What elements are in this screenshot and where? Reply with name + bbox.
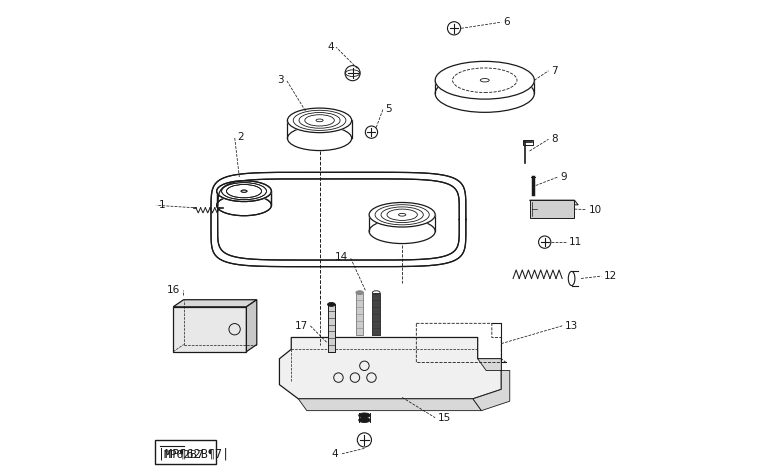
Text: 1: 1	[159, 200, 166, 211]
Text: 15: 15	[438, 413, 451, 423]
Polygon shape	[173, 300, 257, 307]
Text: 14: 14	[334, 252, 348, 262]
Polygon shape	[529, 200, 578, 205]
Text: 2: 2	[237, 132, 244, 142]
Polygon shape	[529, 200, 574, 218]
Ellipse shape	[287, 108, 352, 133]
Text: 4: 4	[327, 42, 334, 52]
Ellipse shape	[568, 271, 575, 286]
Ellipse shape	[369, 202, 435, 227]
Polygon shape	[211, 172, 466, 267]
Text: MP62B7: MP62B7	[164, 449, 204, 460]
Polygon shape	[279, 337, 501, 399]
Text: 3: 3	[278, 75, 284, 85]
Text: 5: 5	[386, 103, 392, 114]
Text: 17: 17	[295, 320, 308, 331]
Text: 6: 6	[504, 17, 511, 27]
Ellipse shape	[356, 291, 363, 295]
Text: 13: 13	[565, 320, 578, 331]
Text: 16: 16	[167, 285, 180, 295]
Text: |MP¶62B¶7|: |MP¶62B¶7|	[158, 447, 229, 460]
Ellipse shape	[217, 181, 272, 202]
Polygon shape	[247, 300, 257, 352]
Ellipse shape	[359, 418, 370, 422]
FancyBboxPatch shape	[327, 304, 335, 352]
Text: 10: 10	[589, 204, 601, 215]
Text: 9: 9	[560, 172, 567, 182]
Ellipse shape	[359, 413, 370, 418]
Text: 11: 11	[569, 237, 582, 247]
FancyBboxPatch shape	[356, 293, 363, 335]
Polygon shape	[298, 399, 481, 411]
Polygon shape	[473, 359, 510, 411]
Text: 12: 12	[604, 271, 617, 281]
FancyBboxPatch shape	[173, 307, 247, 352]
Text: 4: 4	[332, 449, 338, 459]
Ellipse shape	[217, 181, 272, 202]
Ellipse shape	[435, 61, 535, 99]
FancyBboxPatch shape	[155, 440, 216, 464]
Text: 7: 7	[551, 66, 557, 76]
FancyBboxPatch shape	[372, 293, 380, 335]
Text: 8: 8	[551, 134, 557, 144]
Ellipse shape	[327, 303, 335, 306]
